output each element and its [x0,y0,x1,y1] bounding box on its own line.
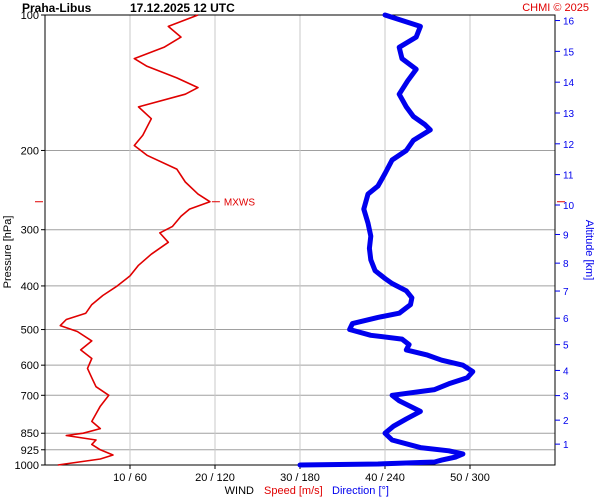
wind-tick-label: 20 / 120 [195,472,235,484]
altitude-tick-label: 12 [563,140,575,151]
pressure-tick-label: 400 [21,281,39,293]
pressure-axis-title: Pressure [hPa] [2,216,14,289]
altitude-tick-label: 6 [563,314,569,325]
pressure-tick-label: 500 [21,325,39,337]
altitude-tick-label: 7 [563,287,569,298]
pressure-tick-label: 300 [21,225,39,237]
altitude-tick-label: 15 [563,47,575,58]
altitude-tick-label: 1 [563,440,569,451]
altitude-tick-label: 8 [563,259,569,270]
altitude-axis-title: Altitude [km] [583,220,595,281]
pressure-tick-label: 200 [21,145,39,157]
pressure-tick-label: 600 [21,360,39,372]
station-title: Praha-Libus [22,1,92,15]
altitude-tick-label: 2 [563,416,569,427]
altitude-tick-label: 16 [563,17,575,28]
mxws-marker: MXWS [35,198,565,209]
wind-tick-label: 50 / 300 [450,472,490,484]
altitude-tick-label: 9 [563,230,569,241]
pressure-tick-label: 850 [21,428,39,440]
direction-series [297,12,476,468]
speed-line [57,14,211,466]
altitude-tick-label: 14 [563,78,575,89]
wind-tick-label: 40 / 240 [365,472,405,484]
wind-axis-prefix: WIND [225,485,254,497]
speed-axis-title: Speed [m/s] [264,485,323,497]
altitude-tick-label: 4 [563,366,569,377]
speed-series [57,14,211,466]
altitude-tick-label: 11 [563,171,574,182]
pressure-tick-label: 700 [21,390,39,402]
grid [45,15,555,465]
wind-tick-label: 30 / 180 [280,472,320,484]
direction-line [297,12,476,468]
mxws-label: MXWS [224,198,255,209]
pressure-tick-label: 1000 [15,460,39,472]
datetime-title: 17.12.2025 12 UTC [130,1,235,15]
direction-axis-title: Direction [°] [332,485,389,497]
pressure-tick-label: 100 [21,10,39,22]
copyright: CHMI © 2025 [522,2,589,14]
wind-tick-label: 10 / 60 [113,472,147,484]
altitude-tick-label: 5 [563,341,569,352]
pressure-tick-label: 925 [21,445,39,457]
altitude-tick-label: 3 [563,392,569,403]
altitude-tick-label: 13 [563,109,575,120]
altitude-tick-label: 10 [563,201,575,212]
